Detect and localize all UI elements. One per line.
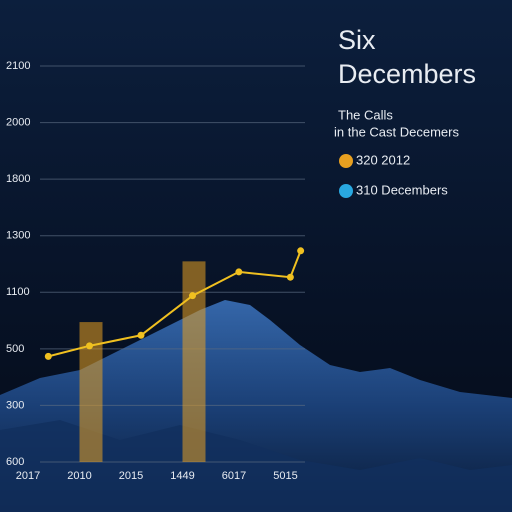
line-point — [286, 273, 294, 281]
y-tick-label: 2000 — [6, 116, 30, 128]
y-tick-label: 1300 — [6, 230, 30, 242]
x-tick-label: 6017 — [222, 470, 246, 482]
subtitle-line: in the Cast Decemers — [334, 124, 459, 139]
line-point — [235, 268, 243, 276]
x-tick-label: 1449 — [170, 470, 194, 482]
line-point — [44, 352, 52, 360]
y-tick-label: 2100 — [6, 60, 30, 72]
x-tick-label: 5015 — [273, 470, 297, 482]
x-tick-label: 2010 — [67, 470, 91, 482]
y-tick-label: 500 — [6, 343, 24, 355]
subtitle-line: The Calls — [338, 107, 393, 122]
legend-label: 320 2012 — [356, 152, 410, 167]
x-tick-label: 2015 — [119, 470, 143, 482]
line-point — [189, 292, 196, 300]
legend-label: 310 Decembers — [356, 182, 448, 197]
y-tick-label: 300 — [6, 399, 24, 411]
legend-swatch — [339, 184, 353, 198]
bar — [182, 261, 206, 462]
mountain-front — [0, 420, 512, 512]
y-tick-label: 1100 — [6, 286, 30, 298]
title-line: Decembers — [338, 59, 476, 89]
line-point — [297, 247, 305, 255]
y-tick-label: 600 — [6, 456, 24, 468]
title-line: Six — [338, 25, 376, 55]
bar — [79, 322, 103, 462]
y-tick-label: 1800 — [6, 173, 30, 185]
line-point — [137, 331, 145, 339]
legend-swatch — [339, 154, 353, 168]
line-point — [86, 342, 93, 350]
x-tick-label: 2017 — [16, 470, 40, 482]
